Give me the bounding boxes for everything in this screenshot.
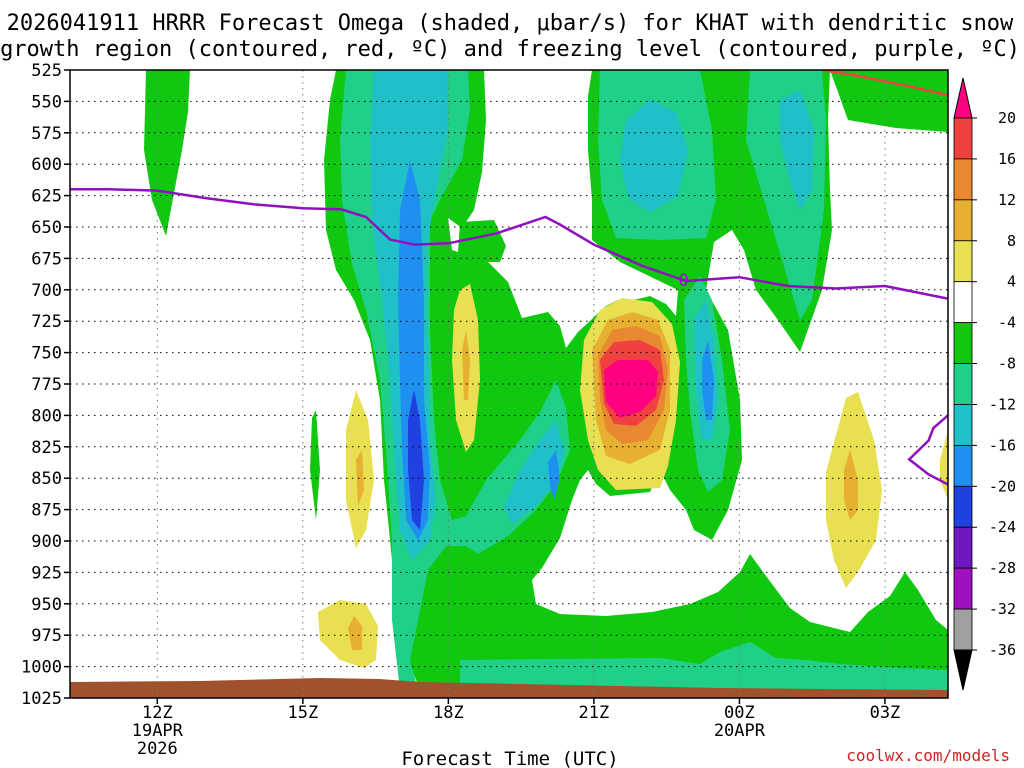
colorbar: 20 16 12 8 4 -4 -8 -12 -16 -20 -24 -28 -32 -36 bbox=[953, 77, 1016, 691]
x-tick-label: 18Z bbox=[433, 703, 464, 723]
colorbar-label: -20 bbox=[989, 477, 1016, 495]
y-tick-label: 925 bbox=[31, 563, 62, 583]
y-tick-label: 550 bbox=[31, 92, 62, 112]
colorbar-label: 20 bbox=[998, 109, 1016, 127]
y-tick-label: 525 bbox=[31, 61, 62, 81]
omega-gold-1645z-lower bbox=[348, 616, 362, 650]
colorbar-label: 8 bbox=[1007, 232, 1016, 250]
omega-pink-22z bbox=[604, 360, 658, 418]
colorbar-swatch bbox=[953, 117, 973, 160]
y-tick-label: 675 bbox=[31, 249, 62, 269]
terrain-fill bbox=[70, 678, 948, 698]
colorbar-top-arrow bbox=[953, 77, 973, 119]
x-tick-date: 20APR bbox=[714, 721, 766, 741]
colorbar-label: -24 bbox=[989, 518, 1016, 536]
x-axis-label: Forecast Time (UTC) bbox=[401, 748, 618, 768]
y-tick-label: 600 bbox=[31, 155, 62, 175]
x-tick-label: 12Z bbox=[142, 703, 173, 723]
colorbar-label: -4 bbox=[998, 314, 1016, 332]
y-tick-label: 850 bbox=[31, 469, 62, 489]
colorbar-swatch bbox=[953, 281, 973, 324]
colorbar-swatch bbox=[953, 240, 973, 283]
omega-cyan-far-right bbox=[780, 90, 814, 210]
chart-title-line-2: growth region (contoured, red, ºC) and f… bbox=[0, 37, 1020, 62]
colorbar-swatch bbox=[953, 404, 973, 446]
x-tick-date: 19APR bbox=[132, 721, 184, 741]
y-tick-label: 750 bbox=[31, 344, 62, 364]
y-tick-label: 825 bbox=[31, 438, 62, 458]
x-tick-label: 15Z bbox=[287, 703, 318, 723]
colorbar-swatch bbox=[953, 158, 973, 201]
colorbar-swatch bbox=[953, 608, 973, 651]
colorbar-label: 12 bbox=[998, 191, 1016, 209]
omega-region-plus20 bbox=[604, 360, 658, 418]
omega-blue-21z-spot bbox=[548, 450, 560, 500]
omega-blue-18z-column bbox=[398, 160, 430, 540]
colorbar-swatch bbox=[953, 199, 973, 242]
freezing-level-label: 0 bbox=[679, 271, 689, 291]
colorbar-label: 4 bbox=[1007, 273, 1016, 291]
y-tick-label: 575 bbox=[31, 124, 62, 144]
colorbar-label: -8 bbox=[998, 355, 1016, 373]
y-tick-label: 1000 bbox=[21, 658, 62, 678]
plot-area: 0 bbox=[70, 70, 948, 698]
colorbar-label: -36 bbox=[989, 641, 1016, 659]
omega-green-thin-sliver bbox=[310, 410, 320, 520]
omega-gold-19z bbox=[462, 330, 470, 400]
y-tick-label: 725 bbox=[31, 312, 62, 332]
colorbar-label: -32 bbox=[989, 600, 1016, 618]
omega-teal-bottom-band bbox=[460, 642, 948, 690]
omega-gold-1630z bbox=[356, 450, 364, 506]
y-tick-label: 625 bbox=[31, 187, 62, 207]
x-tick-label: 21Z bbox=[579, 703, 610, 723]
colorbar-label: 16 bbox=[998, 150, 1016, 168]
omega-region-minus20 bbox=[408, 390, 424, 530]
omega-green-right-upper bbox=[902, 70, 948, 132]
x-tick-year: 2026 bbox=[137, 739, 178, 759]
omega-yellow-1645z-lower bbox=[318, 600, 378, 668]
y-tick-label: 775 bbox=[31, 375, 62, 395]
y-tick-label: 900 bbox=[31, 532, 62, 552]
y-tick-label: 975 bbox=[31, 626, 62, 646]
y-axis: 525 550 575 600 625 650 675 700 725 750 775 800 825 8… bbox=[21, 61, 70, 709]
y-tick-label: 650 bbox=[31, 218, 62, 238]
omega-blue-00z-spot bbox=[702, 340, 714, 420]
dgz-contour-red bbox=[821, 70, 948, 97]
colorbar-swatch bbox=[953, 444, 973, 487]
colorbar-swatch bbox=[953, 485, 973, 528]
y-tick-label: 800 bbox=[31, 406, 62, 426]
y-tick-label: 700 bbox=[31, 281, 62, 301]
omega-cyan-right-upper bbox=[620, 100, 688, 212]
colorbar-swatch bbox=[953, 526, 973, 569]
omega-region-minus16 bbox=[398, 160, 714, 540]
y-tick-label: 1025 bbox=[21, 689, 62, 709]
colorbar-label: -12 bbox=[989, 395, 1016, 413]
chart-title-line-1: 2026041911 HRRR Forecast Omega (shaded, … bbox=[7, 11, 1014, 36]
freezing-level-contour-lower bbox=[907, 414, 948, 486]
colorbar-label: -28 bbox=[989, 559, 1016, 577]
omega-gold-03z bbox=[844, 450, 858, 520]
x-tick-label: 03Z bbox=[870, 703, 901, 723]
freezing-level-contour bbox=[70, 188, 948, 300]
colorbar-swatch bbox=[953, 567, 973, 610]
y-tick-label: 950 bbox=[31, 595, 62, 615]
colorbar-swatch bbox=[953, 322, 973, 364]
y-tick-label: 875 bbox=[31, 501, 62, 521]
grid-lines bbox=[70, 70, 948, 698]
omega-cyan-mid bbox=[504, 420, 564, 524]
colorbar-label: -16 bbox=[989, 436, 1016, 454]
omega-green-left-column bbox=[144, 70, 190, 236]
credit-text: coolwx.com/models bbox=[846, 746, 1010, 765]
colorbar-swatch bbox=[953, 363, 973, 405]
x-tick-label: 00Z bbox=[724, 703, 755, 723]
colorbar-bottom-arrow bbox=[953, 649, 973, 691]
